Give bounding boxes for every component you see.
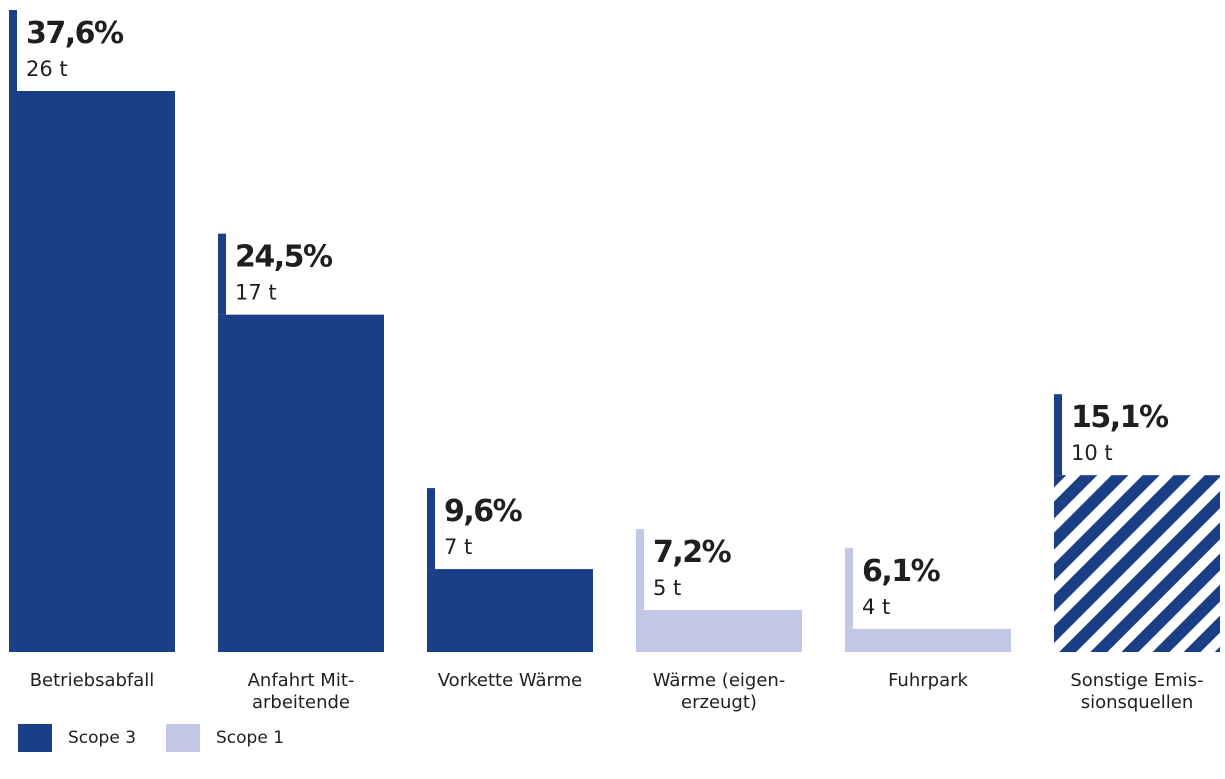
- bar-6-tonnes-label: 10 t: [1071, 441, 1113, 465]
- bar-5-tonnes-label: 4 t: [862, 595, 890, 619]
- bar-1-tonnes-label: 26 t: [26, 57, 68, 81]
- category-label-5: Fuhrpark: [888, 670, 968, 691]
- category-label-6: Sonstige Emis-sionsquellen: [1070, 670, 1203, 713]
- bar-1-percent-label: 37,6%: [26, 16, 124, 51]
- bar-1: [9, 91, 175, 652]
- bar-4-tonnes-label: 5 t: [653, 576, 681, 600]
- legend: Scope 3 Scope 1: [18, 724, 314, 752]
- category-label-3: Vorkette Wärme: [438, 670, 582, 691]
- bar-6-percent-label: 15,1%: [1071, 400, 1169, 435]
- bar-4-label-strip: [636, 529, 644, 611]
- category-label-1: Betriebsabfall: [30, 670, 155, 691]
- bar-3-percent-label: 9,6%: [444, 494, 523, 529]
- legend-swatch-scope-3: [18, 724, 52, 752]
- bar-5: [845, 628, 1011, 652]
- bar-2-label-strip: [218, 233, 226, 315]
- legend-label-scope-1: Scope 1: [216, 728, 285, 748]
- bar-3-label-strip: [427, 488, 435, 570]
- legend-item-scope-1: Scope 1: [166, 724, 284, 752]
- legend-label-scope-3: Scope 3: [68, 728, 137, 748]
- bar-5-label-strip: [845, 547, 853, 629]
- bar-1-label-strip: [9, 10, 17, 91]
- category-label-2: Anfahrt Mit-arbeitende: [248, 670, 355, 713]
- legend-item-scope-3: Scope 3: [18, 724, 136, 752]
- legend-swatch-scope-1: [166, 724, 201, 752]
- bar-6: [1054, 475, 1220, 652]
- category-label-4: Wärme (eigen-erzeugt): [653, 670, 786, 713]
- bar-5-percent-label: 6,1%: [862, 554, 941, 589]
- bar-6-label-strip: [1054, 394, 1062, 476]
- bar-3: [427, 569, 593, 652]
- bar-2-percent-label: 24,5%: [235, 240, 333, 275]
- bar-2-tonnes-label: 17 t: [235, 281, 277, 305]
- bar-4-percent-label: 7,2%: [653, 535, 732, 570]
- bar-4: [636, 610, 802, 652]
- bar-3-tonnes-label: 7 t: [444, 535, 472, 559]
- bar-2: [218, 314, 384, 652]
